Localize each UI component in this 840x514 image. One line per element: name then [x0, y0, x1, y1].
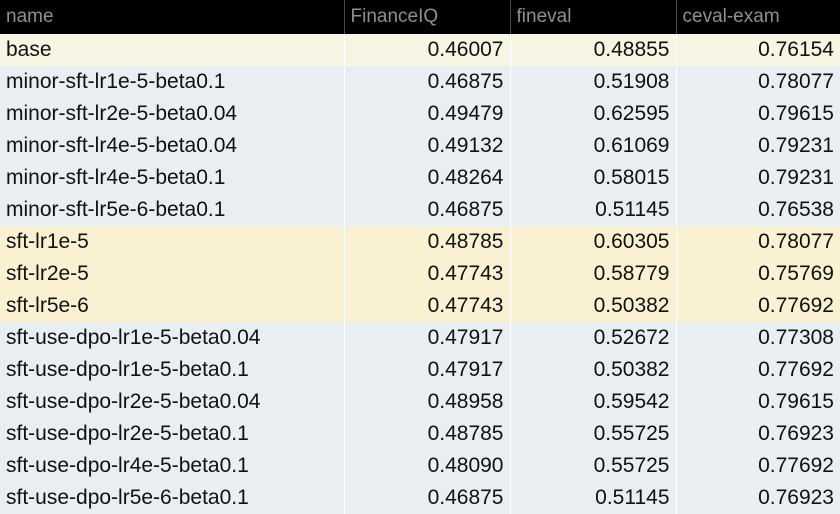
- cell-name: sft-use-dpo-lr4e-5-beta0.1: [0, 450, 345, 482]
- cell-name: base: [0, 34, 345, 66]
- cell-financeiq: 0.46875: [344, 194, 511, 226]
- cell-fineval: 0.52672: [510, 322, 677, 354]
- cell-ceval-exam: 0.78077: [676, 226, 840, 258]
- cell-financeiq: 0.48785: [344, 226, 511, 258]
- cell-name: minor-sft-lr2e-5-beta0.04: [0, 98, 345, 130]
- cell-name: minor-sft-lr5e-6-beta0.1: [0, 194, 345, 226]
- cell-financeiq: 0.49132: [344, 130, 511, 162]
- cell-financeiq: 0.47917: [344, 354, 511, 386]
- table-body: base 0.46007 0.48855 0.76154 minor-sft-lr1e-…: [0, 34, 840, 514]
- cell-name: minor-sft-lr4e-5-beta0.1: [0, 162, 345, 194]
- cell-financeiq: 0.47917: [344, 322, 511, 354]
- table-row: sft-use-dpo-lr1e-5-beta0.04 0.47917 0.5267…: [0, 322, 840, 354]
- cell-fineval: 0.51908: [510, 66, 677, 98]
- cell-name: minor-sft-lr1e-5-beta0.1: [0, 66, 345, 98]
- cell-ceval-exam: 0.77692: [676, 354, 840, 386]
- header-fineval: fineval: [510, 0, 677, 34]
- cell-financeiq: 0.48264: [344, 162, 511, 194]
- table-row: sft-lr5e-6 0.47743 0.50382 0.77692: [0, 290, 840, 322]
- header-ceval-exam: ceval-exam: [676, 0, 840, 34]
- cell-fineval: 0.58779: [510, 258, 677, 290]
- cell-ceval-exam: 0.76923: [676, 418, 840, 450]
- cell-financeiq: 0.46875: [344, 66, 511, 98]
- cell-fineval: 0.51145: [510, 194, 677, 226]
- cell-fineval: 0.59542: [510, 386, 677, 418]
- cell-ceval-exam: 0.76538: [676, 194, 840, 226]
- cell-financeiq: 0.47743: [344, 290, 511, 322]
- cell-fineval: 0.51145: [510, 482, 677, 514]
- cell-ceval-exam: 0.79231: [676, 130, 840, 162]
- cell-ceval-exam: 0.79615: [676, 386, 840, 418]
- cell-fineval: 0.48855: [510, 34, 677, 66]
- cell-fineval: 0.60305: [510, 226, 677, 258]
- table-header: name FinanceIQ fineval ceval-exam: [0, 0, 840, 34]
- cell-financeiq: 0.49479: [344, 98, 511, 130]
- cell-name: sft-lr2e-5: [0, 258, 345, 290]
- cell-name: sft-lr5e-6: [0, 290, 345, 322]
- cell-name: sft-use-dpo-lr2e-5-beta0.04: [0, 386, 345, 418]
- cell-name: sft-lr1e-5: [0, 226, 345, 258]
- table-row: base 0.46007 0.48855 0.76154: [0, 34, 840, 66]
- cell-financeiq: 0.47743: [344, 258, 511, 290]
- cell-financeiq: 0.48090: [344, 450, 511, 482]
- cell-ceval-exam: 0.75769: [676, 258, 840, 290]
- cell-ceval-exam: 0.77692: [676, 450, 840, 482]
- cell-fineval: 0.62595: [510, 98, 677, 130]
- table-row: minor-sft-lr4e-5-beta0.04 0.49132 0.61069 0…: [0, 130, 840, 162]
- cell-ceval-exam: 0.76154: [676, 34, 840, 66]
- cell-fineval: 0.61069: [510, 130, 677, 162]
- cell-ceval-exam: 0.77692: [676, 290, 840, 322]
- cell-name: sft-use-dpo-lr5e-6-beta0.1: [0, 482, 345, 514]
- cell-name: sft-use-dpo-lr2e-5-beta0.1: [0, 418, 345, 450]
- cell-ceval-exam: 0.77308: [676, 322, 840, 354]
- cell-ceval-exam: 0.79615: [676, 98, 840, 130]
- table-row: sft-lr2e-5 0.47743 0.58779 0.75769: [0, 258, 840, 290]
- table-row: sft-lr1e-5 0.48785 0.60305 0.78077: [0, 226, 840, 258]
- cell-name: sft-use-dpo-lr1e-5-beta0.04: [0, 322, 345, 354]
- table-row: minor-sft-lr1e-5-beta0.1 0.46875 0.51908 0.…: [0, 66, 840, 98]
- header-financeiq: FinanceIQ: [344, 0, 511, 34]
- cell-fineval: 0.55725: [510, 418, 677, 450]
- cell-fineval: 0.55725: [510, 450, 677, 482]
- cell-financeiq: 0.46007: [344, 34, 511, 66]
- table-row: sft-use-dpo-lr1e-5-beta0.1 0.47917 0.50382…: [0, 354, 840, 386]
- cell-ceval-exam: 0.79231: [676, 162, 840, 194]
- cell-financeiq: 0.46875: [344, 482, 511, 514]
- cell-fineval: 0.58015: [510, 162, 677, 194]
- cell-fineval: 0.50382: [510, 290, 677, 322]
- cell-ceval-exam: 0.76923: [676, 482, 840, 514]
- cell-ceval-exam: 0.78077: [676, 66, 840, 98]
- table-row: sft-use-dpo-lr2e-5-beta0.04 0.48958 0.5954…: [0, 386, 840, 418]
- table-row: sft-use-dpo-lr5e-6-beta0.1 0.46875 0.51145…: [0, 482, 840, 514]
- header-row: name FinanceIQ fineval ceval-exam: [0, 0, 840, 34]
- cell-name: minor-sft-lr4e-5-beta0.04: [0, 130, 345, 162]
- table-row: sft-use-dpo-lr4e-5-beta0.1 0.48090 0.55725…: [0, 450, 840, 482]
- cell-financeiq: 0.48958: [344, 386, 511, 418]
- header-name: name: [0, 0, 345, 34]
- cell-financeiq: 0.48785: [344, 418, 511, 450]
- table-row: minor-sft-lr4e-5-beta0.1 0.48264 0.58015 0.…: [0, 162, 840, 194]
- cell-fineval: 0.50382: [510, 354, 677, 386]
- table-row: sft-use-dpo-lr2e-5-beta0.1 0.48785 0.55725…: [0, 418, 840, 450]
- cell-name: sft-use-dpo-lr1e-5-beta0.1: [0, 354, 345, 386]
- table-row: minor-sft-lr2e-5-beta0.04 0.49479 0.62595 0…: [0, 98, 840, 130]
- table-row: minor-sft-lr5e-6-beta0.1 0.46875 0.51145 0.…: [0, 194, 840, 226]
